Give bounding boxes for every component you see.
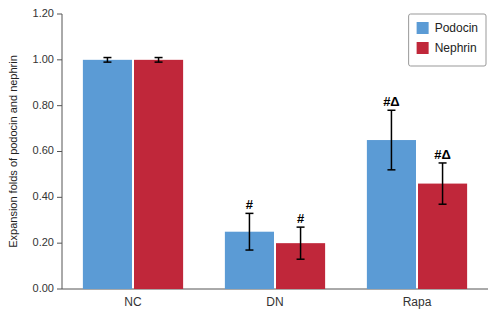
error-cap: [245, 249, 253, 251]
error-bar: [103, 58, 111, 63]
y-axis: 0.00 0.20 0.40 0.60 0.80 1.00 1.20: [33, 7, 62, 294]
legend-swatch: [417, 22, 429, 34]
y-tick: [57, 243, 62, 244]
error-bar: [387, 110, 395, 170]
error-stem: [391, 110, 393, 170]
chart: 0.00 0.20 0.40 0.60 0.80 1.00 1.20 Expansion fo…: [0, 0, 500, 319]
y-tick: [57, 197, 62, 198]
error-cap: [297, 226, 305, 228]
error-bar: [245, 213, 253, 250]
legend-label: Podocin: [435, 21, 478, 35]
annotations: # #Δ # #Δ: [246, 94, 451, 226]
legend-frame: [409, 14, 486, 66]
y-tick-label: 0.00: [33, 282, 54, 294]
y-tick: [57, 289, 62, 290]
annotation: #Δ: [383, 94, 400, 109]
error-cap: [297, 258, 305, 260]
error-cap: [103, 61, 111, 63]
error-bar: [155, 58, 163, 63]
x-tick-label: DN: [266, 295, 283, 309]
legend: Podocin Nephrin: [409, 14, 486, 66]
error-bar: [439, 163, 447, 204]
y-tick-label: 0.60: [33, 144, 54, 156]
x-tick-label: Rapa: [403, 295, 432, 309]
y-tick-label: 0.40: [33, 190, 54, 202]
annotation: #Δ: [434, 147, 451, 162]
y-tick-label: 1.00: [33, 53, 54, 65]
error-cap: [155, 61, 163, 63]
bar: [83, 60, 132, 289]
y-tick-label: 0.20: [33, 236, 54, 248]
y-tick: [57, 151, 62, 152]
y-axis-line: [62, 14, 63, 289]
y-tick: [57, 14, 62, 15]
legend-label: Nephrin: [435, 41, 477, 55]
annotation: #: [246, 197, 254, 212]
error-cap: [439, 203, 447, 205]
error-bars: [103, 58, 446, 260]
y-tick: [57, 59, 62, 60]
chart-container: 0.00 0.20 0.40 0.60 0.80 1.00 1.20 Expansion fo…: [0, 0, 500, 319]
x-axis: NC DN Rapa: [62, 289, 488, 309]
error-cap: [439, 162, 447, 164]
y-tick-label: 0.80: [33, 99, 54, 111]
bars: [83, 60, 467, 289]
error-cap: [245, 213, 253, 215]
x-tick-label: NC: [124, 295, 142, 309]
error-stem: [442, 163, 444, 204]
error-stem: [249, 213, 251, 250]
error-cap: [387, 169, 395, 171]
error-bar: [297, 227, 305, 259]
error-cap: [387, 110, 395, 112]
y-tick: [57, 105, 62, 106]
legend-swatch: [417, 42, 429, 54]
bar: [134, 60, 183, 289]
error-cap: [155, 57, 163, 59]
annotation: #: [297, 211, 305, 226]
error-cap: [103, 57, 111, 59]
y-tick-label: 1.20: [33, 7, 54, 19]
error-stem: [300, 227, 302, 259]
y-axis-label: Expansion folds of podocin and nephrin: [7, 55, 19, 248]
